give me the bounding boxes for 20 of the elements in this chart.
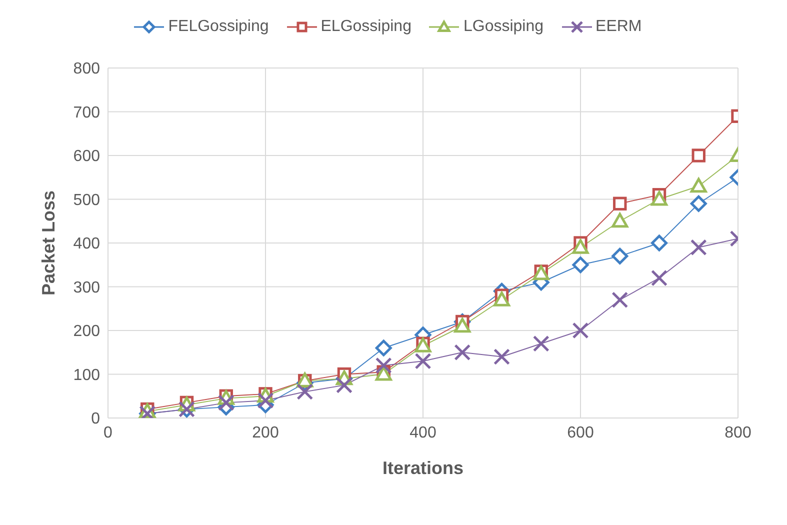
x-tick-label: 800 (724, 424, 752, 442)
y-tick-label: 500 (73, 192, 100, 209)
y-tick-label: 300 (73, 279, 100, 296)
x-tick-label: 200 (252, 424, 279, 442)
y-tick-label: 600 (73, 148, 100, 166)
x-axis-title: Iterations (382, 458, 464, 478)
x-tick-label: 600 (567, 424, 594, 442)
y-tick-label: 400 (73, 236, 100, 253)
legend-label: ELGossiping (320, 18, 412, 36)
x-tick-label: 400 (410, 424, 436, 442)
legend-label: EERM (596, 18, 642, 36)
y-tick-label: 200 (73, 323, 100, 340)
y-tick-label: 100 (73, 366, 100, 384)
legend-label: LGossiping (463, 18, 544, 36)
legend-label: FELGossiping (168, 18, 269, 36)
y-axis-title: Packet Loss (38, 190, 58, 296)
x-tick-label: 0 (104, 424, 113, 442)
y-tick-label: 0 (91, 410, 100, 428)
y-tick-label: 800 (73, 60, 100, 78)
y-tick-label: 700 (73, 104, 100, 122)
